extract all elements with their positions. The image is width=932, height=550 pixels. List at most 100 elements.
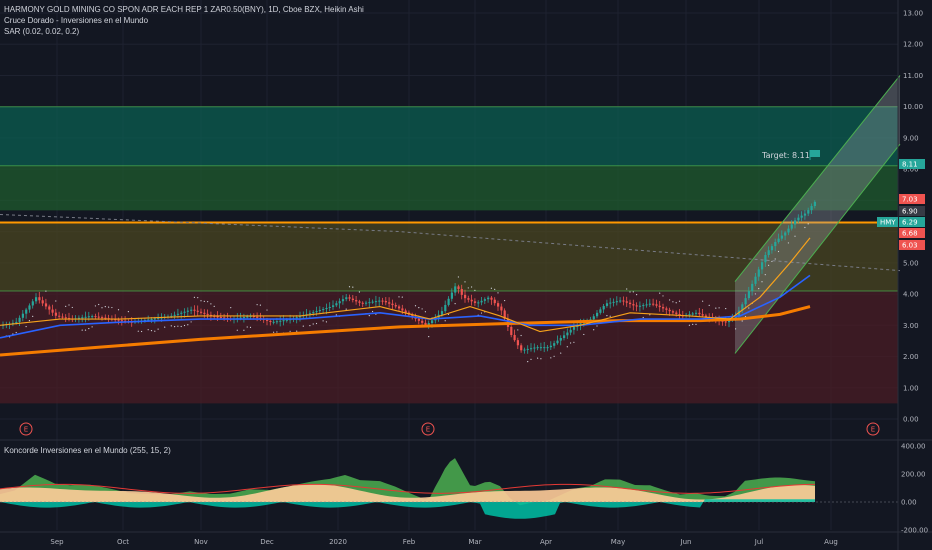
sar-dot: [302, 325, 304, 327]
sar-dot: [348, 286, 351, 288]
candle-body: [615, 301, 618, 303]
price-tick-label: 9.00: [903, 134, 919, 142]
candle-body: [530, 348, 533, 350]
candle-body: [553, 343, 556, 346]
zone-band: [0, 290, 898, 404]
candle-body: [28, 305, 31, 310]
legend-indicator-1[interactable]: Cruce Dorado - Inversiones en el Mundo: [4, 16, 149, 25]
candle-body: [490, 297, 493, 300]
sar-dot: [804, 226, 806, 229]
candle-body: [510, 326, 513, 335]
candle-body: [728, 320, 731, 323]
candle-body: [790, 224, 793, 229]
sar-dot: [632, 291, 634, 293]
candle-body: [473, 301, 477, 303]
candle-body: [444, 304, 447, 312]
candle-body: [440, 311, 444, 315]
sar-dot: [424, 311, 426, 313]
candle-body: [671, 311, 675, 313]
candle-body: [794, 220, 797, 225]
sar-dot: [414, 305, 417, 307]
sar-dot: [444, 320, 446, 322]
earnings-event-label: E: [426, 426, 430, 434]
candle-body: [394, 305, 397, 307]
price-tag: [899, 217, 925, 227]
candle-body: [520, 345, 523, 351]
price-tag-label: 6.68: [902, 230, 918, 238]
candle-body: [655, 304, 658, 306]
sar-dot: [718, 307, 720, 309]
candle-body: [417, 318, 420, 321]
time-tick-label: Jul: [754, 538, 764, 546]
sar-dot: [474, 289, 476, 292]
koncorde-indicator: [0, 439, 932, 519]
legend-indicator-2[interactable]: SAR (0.02, 0.02, 0.2): [4, 27, 80, 36]
candle-body: [493, 299, 496, 304]
candle-body: [483, 299, 486, 301]
earnings-event-marker[interactable]: E: [421, 422, 435, 436]
price-tick-label: 0.00: [903, 416, 919, 424]
candle-body: [665, 308, 668, 310]
earnings-event-marker[interactable]: E: [866, 422, 880, 436]
sar-dot: [583, 333, 585, 336]
candle-body: [219, 316, 222, 318]
candle-body: [675, 312, 678, 314]
sar-dot: [527, 360, 529, 363]
sar-dot: [246, 326, 248, 328]
sar-dot: [28, 320, 30, 322]
indicator-legend[interactable]: Koncorde Inversiones en el Mundo (255, 1…: [4, 446, 171, 455]
sar-dot: [243, 329, 245, 331]
sar-dot: [312, 323, 314, 325]
candle-body: [619, 300, 622, 302]
candle-body: [556, 340, 559, 344]
candle-body: [97, 316, 100, 318]
sar-dot: [71, 306, 73, 309]
candle-body: [761, 262, 764, 270]
sar-dot: [715, 307, 717, 309]
candle-body: [150, 318, 153, 320]
sar-dot: [325, 321, 327, 323]
price-tag: [899, 206, 925, 216]
candle-body: [18, 317, 21, 322]
koncorde-blue-area: [0, 499, 815, 519]
candle-body: [348, 297, 351, 299]
candle-body: [777, 238, 780, 242]
sar-dot: [741, 320, 743, 322]
earnings-event-marker[interactable]: E: [19, 422, 33, 436]
candle-body: [724, 321, 727, 323]
candle-body: [48, 306, 51, 310]
candle-body: [104, 317, 107, 319]
sar-dot: [688, 324, 691, 326]
price-tick-label: 5.00: [903, 259, 919, 267]
earnings-event-circle: [866, 422, 880, 436]
sar-dot: [352, 286, 354, 288]
candle-body: [797, 217, 800, 221]
sar-dot: [777, 250, 780, 253]
sar-dot: [754, 293, 757, 295]
time-tick-label: Oct: [117, 538, 129, 546]
candle-body: [242, 317, 246, 319]
candle-body: [398, 306, 401, 309]
indicator-tick-label: -200.00: [901, 527, 928, 535]
ema-fast-line: [0, 237, 811, 333]
candle-body: [318, 310, 321, 312]
candle-body: [345, 297, 348, 300]
sar-dot: [642, 316, 644, 319]
candle-body: [668, 309, 671, 312]
sar-dot: [157, 328, 159, 330]
candle-body: [295, 317, 298, 319]
candle-body: [539, 347, 543, 349]
candle-body: [741, 304, 744, 311]
candle-body: [635, 305, 638, 307]
indicator-tick-label: 200.00: [901, 471, 926, 479]
sar-dot: [636, 293, 638, 296]
candle-body: [38, 297, 41, 301]
sar-dot: [25, 325, 27, 328]
koncorde-tan-area: [0, 484, 815, 502]
candle-body: [612, 301, 615, 303]
candle-body: [464, 294, 467, 299]
candle-body: [447, 298, 450, 305]
candle-body: [497, 303, 500, 307]
sar-dot: [177, 325, 179, 327]
